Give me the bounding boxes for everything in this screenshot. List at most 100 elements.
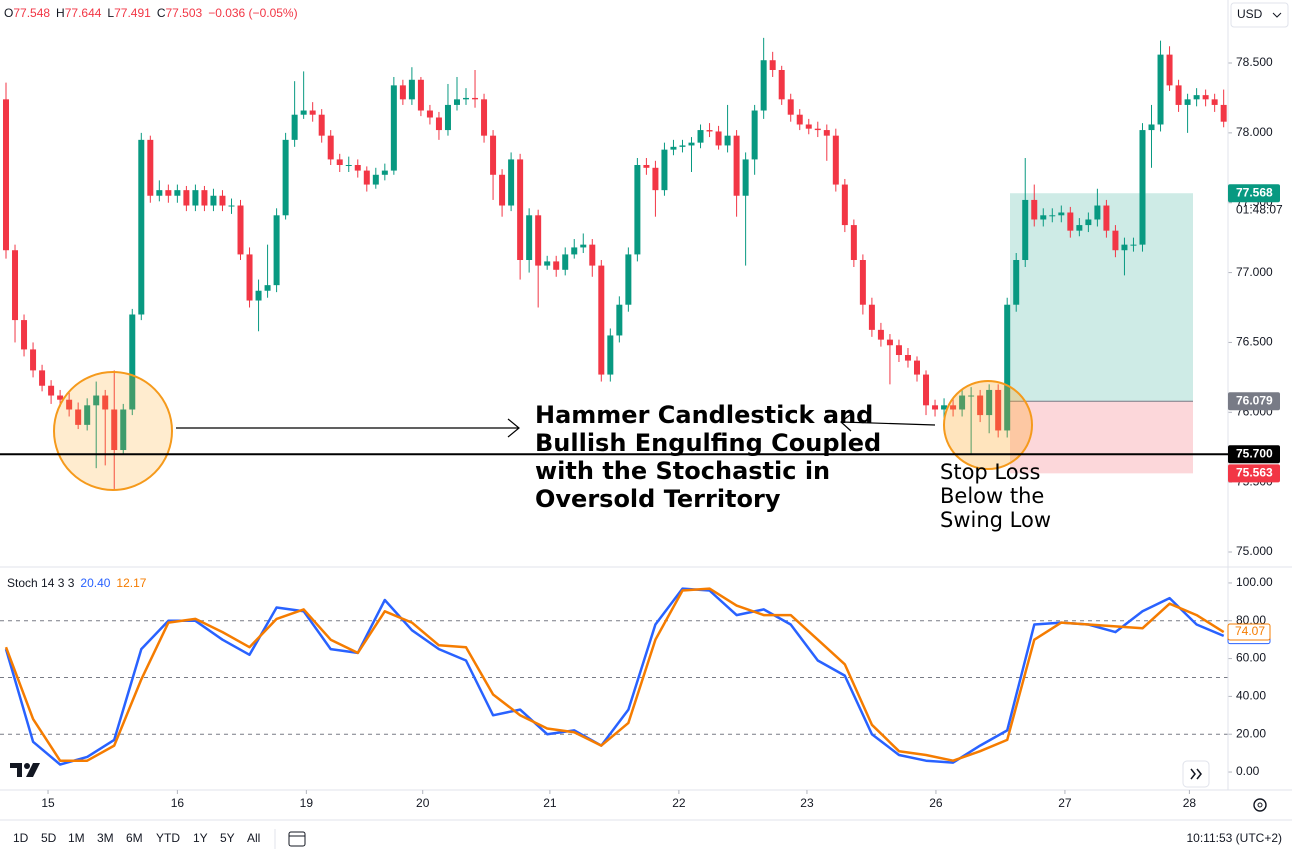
candle-body: [210, 195, 217, 206]
candle-body: [508, 159, 515, 206]
candle-body: [390, 85, 397, 171]
candle-body: [805, 124, 812, 129]
calendar-button[interactable]: [288, 831, 306, 847]
ohlc-header: O77.548 H77.644 L77.491 C77.503 −0.036 (−0.0…: [4, 6, 298, 20]
candle-body: [228, 205, 235, 207]
range-button[interactable]: 6M: [126, 831, 143, 845]
candle-body: [571, 247, 578, 255]
candle-body: [273, 215, 280, 286]
candle-body: [1184, 99, 1191, 105]
range-button[interactable]: 1M: [68, 831, 85, 845]
arrow-head: [507, 418, 520, 438]
entry-label-box: [1228, 392, 1280, 411]
range-button[interactable]: YTD: [156, 831, 180, 845]
range-button[interactable]: 3M: [97, 831, 114, 845]
logo-part: [10, 763, 22, 777]
candle-body: [968, 395, 975, 397]
x-tick-label: 16: [171, 796, 185, 810]
candle-body: [1166, 54, 1173, 86]
x-tick-label: 21: [543, 796, 557, 810]
x-tick-label: 15: [41, 796, 55, 810]
settings-button[interactable]: [1253, 798, 1267, 812]
candle-body: [1112, 230, 1119, 251]
x-tick-label: 20: [416, 796, 430, 810]
candle-body: [192, 190, 199, 206]
candle-body: [823, 130, 830, 136]
currency-box[interactable]: [1230, 2, 1289, 28]
candle-body: [742, 159, 749, 196]
candle-body: [544, 261, 551, 266]
candle-body: [102, 395, 109, 410]
calendar-icon[interactable]: [288, 831, 306, 847]
candle-body: [435, 117, 442, 131]
y-tick-label: 80.00: [1236, 613, 1266, 627]
candle-body: [48, 385, 55, 396]
highlight-circle: [53, 371, 173, 491]
candle-body: [733, 135, 740, 196]
candle-body: [607, 335, 614, 375]
candle-body: [399, 85, 406, 100]
candle-body: [517, 159, 524, 261]
countdown: 01:48:07: [1236, 202, 1283, 216]
range-button[interactable]: All: [247, 831, 260, 845]
candle-body: [841, 184, 848, 226]
candle-body: [778, 69, 785, 100]
range-button[interactable]: 5D: [41, 831, 57, 845]
candle-body: [1058, 212, 1065, 216]
range-button[interactable]: 5Y: [220, 831, 235, 845]
scroll-button[interactable]: [1182, 760, 1210, 788]
candle-body: [1211, 99, 1218, 105]
currency[interactable]: USD: [1237, 7, 1263, 21]
y-tick-label: 78.500: [1236, 55, 1273, 69]
x-tick-label: 28: [1183, 796, 1197, 810]
candle-body: [959, 395, 966, 410]
candle-body: [715, 131, 722, 146]
stop-label: 75.563: [1236, 466, 1273, 480]
candle-body: [832, 135, 839, 185]
candle-body: [264, 285, 271, 291]
candle-body: [318, 114, 325, 136]
ohlc-value: 77.644: [65, 6, 102, 20]
candle-body: [444, 104, 451, 131]
range-button[interactable]: 1D: [13, 831, 29, 845]
logo-part: [26, 763, 40, 777]
candle-body: [877, 329, 884, 340]
candle-body: [481, 99, 488, 136]
candle-body: [1094, 205, 1101, 220]
y-tick-label: 75.000: [1236, 544, 1273, 558]
candle-body: [1040, 215, 1047, 220]
candle-body: [634, 165, 641, 255]
candle-body: [913, 360, 920, 375]
candle-body: [129, 314, 136, 410]
candle-body: [219, 195, 226, 206]
annotation: Oversold Territory: [535, 485, 781, 513]
candle-body: [868, 304, 875, 330]
candle-body: [1157, 54, 1164, 125]
support-label: 75.700: [1236, 446, 1273, 460]
y-tick-label: 60.00: [1236, 651, 1266, 665]
gear[interactable]: [1253, 798, 1267, 812]
candle-body: [679, 145, 686, 147]
ohlc-value: 77.548: [13, 6, 50, 20]
candle-body: [706, 130, 713, 132]
legend-value: 12.17: [116, 576, 146, 590]
candle-body: [886, 339, 893, 346]
scroll-box[interactable]: [1182, 760, 1210, 788]
currency-button[interactable]: USD: [1230, 2, 1289, 28]
range-button[interactable]: 1Y: [193, 831, 208, 845]
candle-body: [769, 60, 776, 70]
candle-body: [670, 146, 677, 150]
candle-body: [1076, 225, 1083, 231]
candle-body: [372, 174, 379, 185]
candle-body: [39, 370, 46, 386]
stop-label-box: [1228, 464, 1280, 483]
y-tick-label: 20.00: [1236, 726, 1266, 740]
y-tick-label: 40.00: [1236, 689, 1266, 703]
candle-body: [183, 190, 190, 206]
candle-body: [1220, 104, 1227, 122]
candle-body: [562, 254, 569, 270]
ohlc-letter: H: [56, 6, 65, 20]
candle-body: [977, 395, 984, 416]
candle-body: [336, 159, 343, 166]
candle-body: [472, 97, 479, 100]
